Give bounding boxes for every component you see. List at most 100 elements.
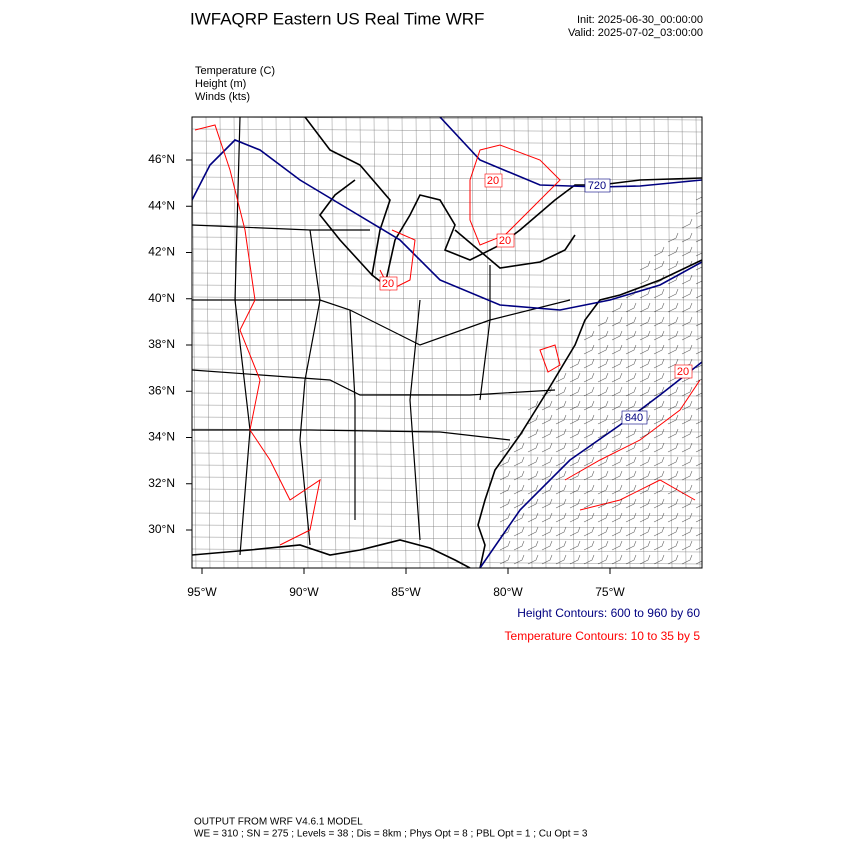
wind-barb bbox=[639, 442, 651, 453]
county-line bbox=[527, 117, 533, 568]
lat-label: 44°N bbox=[148, 198, 175, 212]
wind-barb bbox=[681, 470, 693, 481]
wind-barb bbox=[653, 302, 665, 313]
wind-barb bbox=[583, 372, 595, 383]
wind-barb bbox=[527, 442, 539, 453]
wind-barb bbox=[681, 554, 693, 565]
county-line bbox=[219, 117, 225, 568]
wind-barb bbox=[583, 498, 595, 509]
wind-barb bbox=[681, 442, 693, 453]
wind-barb bbox=[653, 400, 665, 411]
wind-barb bbox=[527, 512, 539, 523]
wind-barb bbox=[681, 428, 693, 439]
wind-barb bbox=[625, 554, 637, 565]
wind-barb bbox=[653, 498, 665, 509]
wind-barb bbox=[611, 554, 623, 565]
county-line bbox=[513, 117, 519, 568]
wind-barb bbox=[611, 372, 623, 383]
wind-barb bbox=[499, 526, 511, 537]
wind-barb bbox=[541, 498, 553, 509]
wind-barb bbox=[611, 400, 623, 411]
wind-barb bbox=[597, 330, 609, 341]
county-line bbox=[681, 117, 687, 568]
wind-barb bbox=[583, 344, 595, 355]
wind-barb bbox=[667, 526, 679, 537]
wind-barb bbox=[527, 498, 539, 509]
wind-barb bbox=[667, 246, 679, 257]
wind-barb bbox=[667, 400, 679, 411]
wind-barb bbox=[681, 540, 693, 551]
wind-barb bbox=[625, 526, 637, 537]
wind-barb bbox=[681, 414, 693, 425]
wind-barb bbox=[667, 540, 679, 551]
county-line bbox=[192, 128, 702, 133]
wind-barb bbox=[583, 540, 595, 551]
wind-barb bbox=[611, 470, 623, 481]
height-contours bbox=[192, 117, 702, 568]
lon-label: 90°W bbox=[289, 585, 319, 599]
county-line bbox=[541, 117, 547, 568]
wind-barb bbox=[667, 512, 679, 523]
county-line bbox=[192, 164, 702, 169]
wind-barb bbox=[695, 378, 702, 383]
wind-barb bbox=[513, 526, 525, 537]
wind-barb bbox=[555, 386, 567, 397]
wind-barb bbox=[639, 554, 651, 565]
wind-barb bbox=[527, 470, 539, 481]
county-line bbox=[192, 476, 702, 481]
county-line bbox=[192, 236, 702, 241]
wind-barb bbox=[527, 400, 539, 411]
county-line bbox=[415, 117, 421, 568]
coastline bbox=[192, 117, 702, 568]
wind-barb bbox=[667, 330, 679, 341]
wind-barb bbox=[569, 400, 581, 411]
wind-barb bbox=[639, 330, 651, 341]
wind-barb bbox=[513, 498, 525, 509]
wind-barb bbox=[625, 288, 637, 299]
contour-label: 840 bbox=[625, 412, 643, 424]
wind-barb bbox=[639, 470, 651, 481]
wind-barb bbox=[583, 386, 595, 397]
county-line bbox=[192, 464, 702, 469]
county-line bbox=[192, 140, 702, 145]
wind-barb bbox=[653, 526, 665, 537]
lat-label: 36°N bbox=[148, 383, 175, 397]
wind-barb bbox=[695, 406, 702, 411]
wind-barb bbox=[695, 448, 702, 453]
wind-barb bbox=[639, 344, 651, 355]
wind-barb bbox=[583, 456, 595, 467]
contour-label: 20 bbox=[487, 175, 499, 187]
county-line bbox=[192, 260, 702, 265]
wind-barb bbox=[597, 456, 609, 467]
wind-barb bbox=[653, 260, 665, 271]
contour-label: 20 bbox=[677, 366, 689, 378]
wind-barb bbox=[611, 540, 623, 551]
county-line bbox=[192, 117, 197, 568]
wind-barb bbox=[695, 322, 702, 327]
wind-barb bbox=[667, 344, 679, 355]
wind-barb bbox=[583, 554, 595, 565]
county-line bbox=[233, 117, 239, 568]
county-line bbox=[443, 117, 449, 568]
county-line bbox=[192, 284, 702, 289]
wind-barbs bbox=[499, 196, 702, 565]
wind-barb bbox=[555, 484, 567, 495]
wind-barb bbox=[611, 316, 623, 327]
wind-barb bbox=[541, 512, 553, 523]
wind-barb bbox=[611, 484, 623, 495]
wind-barb bbox=[499, 554, 511, 565]
wind-barb bbox=[625, 344, 637, 355]
wind-barb bbox=[653, 330, 665, 341]
wind-barb bbox=[695, 238, 702, 243]
wind-barb bbox=[583, 512, 595, 523]
county-line bbox=[192, 524, 702, 529]
county-line bbox=[192, 452, 702, 457]
wind-barb bbox=[681, 484, 693, 495]
wind-barb bbox=[695, 490, 702, 495]
wind-barb bbox=[513, 540, 525, 551]
wind-barb bbox=[541, 456, 553, 467]
wind-barb bbox=[653, 414, 665, 425]
wind-barb bbox=[639, 358, 651, 369]
wind-barb bbox=[625, 316, 637, 327]
wind-barb bbox=[639, 316, 651, 327]
